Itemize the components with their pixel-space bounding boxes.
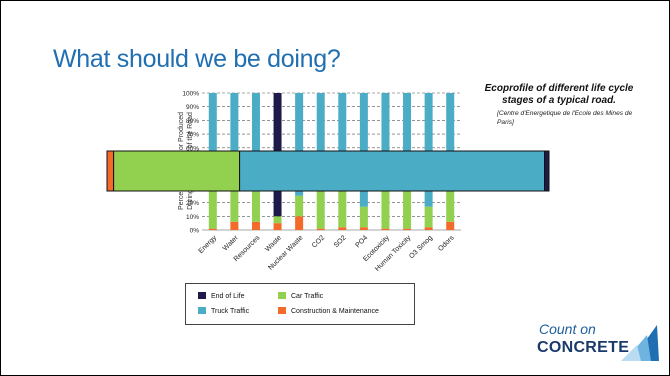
- bar-segment: [424, 227, 433, 230]
- x-tick-label: SO2: [333, 234, 348, 249]
- bar-segment: [403, 93, 412, 185]
- chart-legend: End of Life Car Traffic Truck Traffic Co…: [185, 283, 415, 325]
- bar-segment: [424, 206, 433, 228]
- bar-segment: [403, 228, 412, 230]
- bar-segment: [316, 184, 325, 229]
- legend-item-construction-maintenance: Construction & Maintenance: [278, 307, 379, 315]
- bar-segment: [316, 93, 325, 185]
- x-tick-label: Waste: [264, 234, 283, 253]
- logo-wing-icon: [621, 325, 659, 361]
- legend-swatch: [278, 307, 286, 314]
- chart-caption: Ecoprofile of different life cycle stage…: [484, 83, 634, 106]
- legend-item-truck-traffic: Truck Traffic: [198, 307, 249, 315]
- logo-line2: CONCRETE: [537, 339, 630, 356]
- legend-swatch: [198, 307, 206, 314]
- x-tick-label: Odors: [437, 234, 456, 253]
- x-tick-label: Water: [222, 234, 240, 252]
- bar-segment: [446, 183, 455, 222]
- bar-segment: [251, 93, 260, 192]
- legend-item-car-traffic: Car Traffic: [278, 292, 323, 300]
- bar-segment: [230, 221, 239, 230]
- overlay-bar-segment: [544, 150, 550, 192]
- bar-segment: [230, 93, 239, 184]
- bar-segment: [359, 227, 368, 230]
- bar-segment: [381, 93, 390, 185]
- bar-segment: [230, 183, 239, 222]
- x-tick-label: Energy: [198, 234, 219, 255]
- bar-segment: [251, 221, 260, 230]
- overlay-bar-segment: [113, 150, 241, 192]
- bar-segment: [359, 206, 368, 228]
- bar-segment: [446, 221, 455, 230]
- bar-segment: [338, 227, 347, 230]
- bar-segment: [273, 223, 282, 230]
- bar-segment: [295, 93, 304, 196]
- y-tick-label: 20%: [186, 200, 199, 207]
- y-tick-label: 90%: [186, 104, 199, 111]
- y-tick-label: 10%: [186, 214, 199, 221]
- x-tick-label: CO2: [311, 234, 326, 249]
- count-on-concrete-logo: Count on CONCRETE: [535, 321, 660, 365]
- legend-item-end-of-life: End of Life: [198, 292, 244, 300]
- bar-segment: [273, 216, 282, 224]
- bar-segment: [359, 93, 368, 207]
- bar-segment: [316, 228, 325, 230]
- bar-segment: [295, 216, 304, 230]
- y-tick-label: 70%: [186, 132, 199, 139]
- bar-segment: [381, 228, 390, 230]
- bar-segment: [208, 184, 217, 229]
- bar-segment: [338, 188, 347, 228]
- bar-segment: [403, 184, 412, 229]
- bar-segment: [208, 228, 217, 230]
- bar-segment: [446, 93, 455, 184]
- bar-segment: [295, 195, 304, 217]
- slide-title: What should we be doing?: [53, 45, 341, 73]
- x-tick-label: PO4: [354, 234, 369, 249]
- x-tick-label: O3 Smog: [408, 234, 434, 260]
- y-tick-label: 60%: [186, 145, 199, 152]
- bar-segment: [381, 184, 390, 229]
- y-tick-label: 100%: [182, 91, 199, 98]
- chart-source: [Centre d'Energetique de l'Ecole des Min…: [497, 110, 633, 126]
- y-tick-label: 0%: [190, 228, 200, 235]
- bar-segment: [208, 93, 217, 185]
- bar-segment: [251, 191, 260, 222]
- overlay-bar-segment: [106, 150, 115, 192]
- y-tick-label: 80%: [186, 118, 199, 125]
- overlay-bar-segment: [239, 150, 546, 192]
- bar-segment: [424, 93, 433, 207]
- bar-segment: [338, 93, 347, 189]
- legend-swatch: [198, 292, 206, 299]
- legend-swatch: [278, 292, 286, 299]
- logo-line1: Count on: [539, 321, 596, 337]
